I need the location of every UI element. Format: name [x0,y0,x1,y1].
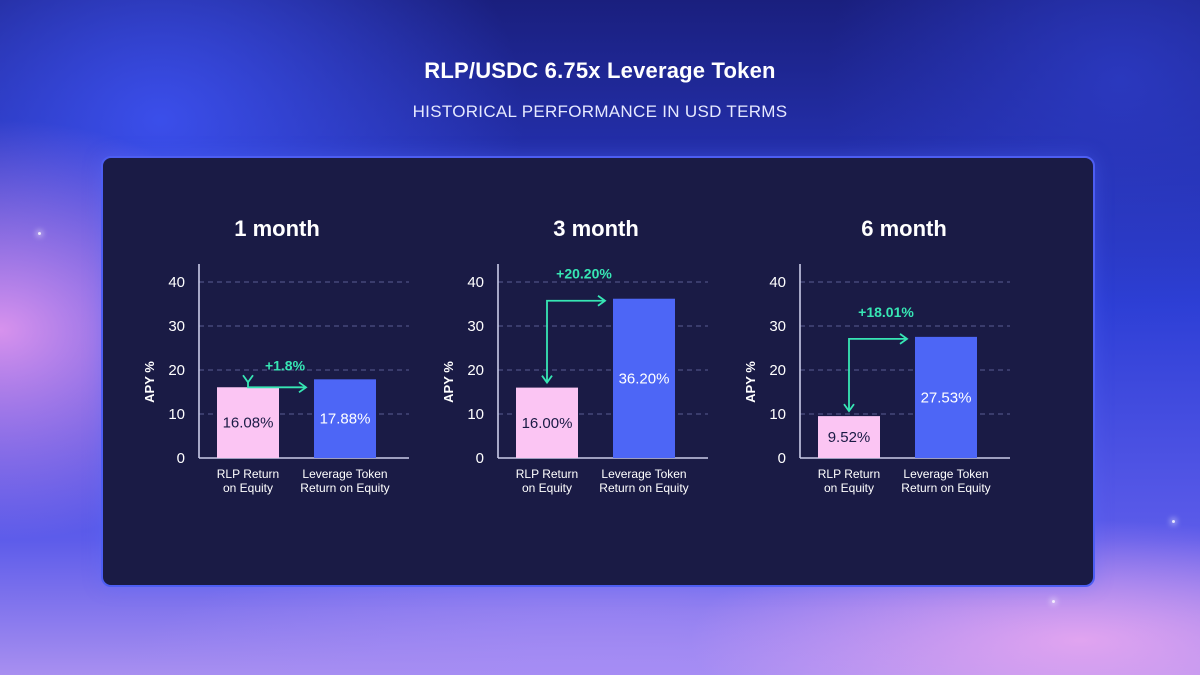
delta-arrow-line [247,382,306,389]
chart-title: 6 month [861,216,947,241]
leverage-token-bar [613,298,675,458]
delta-annotation: +18.01% [858,304,914,320]
x-category-label: Leverage Token [302,467,387,481]
rlp-bar [818,416,880,458]
chart-title: 3 month [553,216,639,241]
y-tick-label: 10 [168,406,185,423]
delta-annotation: +1.8% [265,357,306,373]
y-tick-label: 20 [769,362,786,379]
chart-2: 3 month 0 10 20 30 40 APY % 16.00% RLP Returnon … [441,216,708,495]
y-tick-label: 0 [177,450,185,467]
y-tick-label: 40 [769,274,786,291]
y-tick-label: 0 [476,450,484,467]
x-category-label: Return on Equity [300,481,389,495]
x-category-label: Return on Equity [599,481,688,495]
delta-arrow-line [546,299,605,383]
bar-data-label: 16.00% [522,415,573,432]
x-category-label: Return on Equity [901,481,990,495]
y-tick-label: 10 [467,406,484,423]
sparkle-decoration [1172,520,1175,523]
rlp-bar [516,387,578,458]
x-category-label: Leverage Token [903,467,988,481]
page-subtitle: HISTORICAL PERFORMANCE IN USD TERMS [412,102,788,121]
y-tick-label: 20 [467,362,484,379]
y-axis-label: APY % [441,361,456,403]
bar-data-label: 36.20% [619,370,670,387]
y-tick-label: 30 [168,318,185,335]
chart-1: 1 month 0 10 20 30 40 APY % 16.08% RLP Returnon … [142,216,409,495]
bar-data-label: 16.08% [223,415,274,432]
x-category-label: on Equity [223,481,273,495]
y-tick-label: 40 [467,274,484,291]
delta-arrow-line [848,337,907,412]
arrow-head-down [843,403,855,413]
page-title: RLP/USDC 6.75x Leverage Token [424,58,776,83]
sparkle-decoration [1052,600,1055,603]
y-tick-label: 30 [467,318,484,335]
y-tick-label: 20 [168,362,185,379]
y-tick-label: 40 [168,274,185,291]
bar-data-label: 17.88% [320,411,371,428]
arrow-head-right [597,294,607,307]
leverage-token-bar [915,336,977,458]
delta-annotation: +20.20% [556,266,612,282]
rlp-bar [217,387,279,458]
arrow-head-right [298,381,308,394]
x-category-label: RLP Return [217,467,279,481]
arrow-head-down [242,374,254,384]
y-tick-label: 30 [769,318,786,335]
x-category-label: RLP Return [818,467,880,481]
y-axis-label: APY % [743,361,758,403]
x-category-label: on Equity [522,481,572,495]
arrow-head-right [899,333,909,345]
y-tick-label: 10 [769,406,786,423]
bar-data-label: 9.52% [828,429,871,446]
leverage-token-bar [314,379,376,458]
sparkle-decoration [38,232,41,235]
y-axis-label: APY % [142,361,157,403]
x-category-label: RLP Return [516,467,578,481]
x-category-label: on Equity [824,481,874,495]
chart-title: 1 month [234,216,320,241]
x-category-label: Leverage Token [601,467,686,481]
bar-data-label: 27.53% [921,389,972,406]
y-tick-label: 0 [778,450,786,467]
arrow-head-down [541,375,553,385]
